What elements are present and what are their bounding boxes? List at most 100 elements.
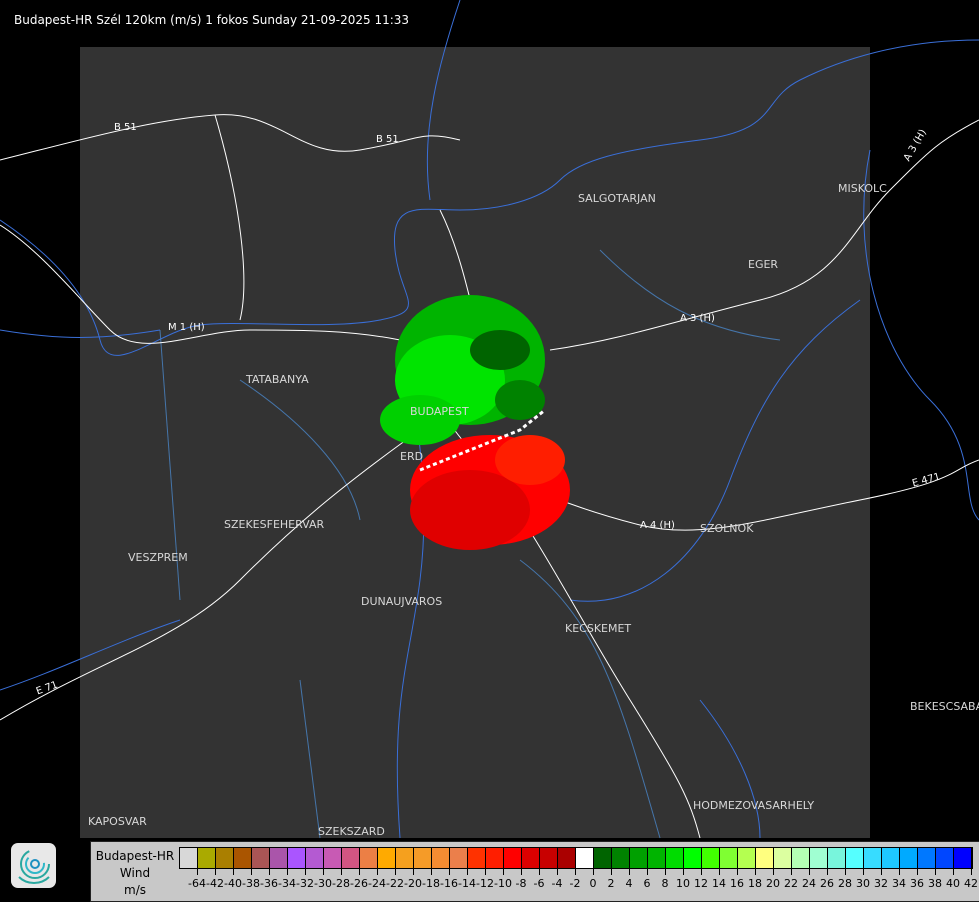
legend-color-cell bbox=[216, 848, 234, 868]
legend-color-cell bbox=[180, 848, 198, 868]
legend-tick-label: -4 bbox=[551, 877, 563, 890]
legend-tick-label: -2 bbox=[569, 877, 581, 890]
legend-color-bar bbox=[179, 847, 973, 869]
legend-tick-label: -18 bbox=[422, 877, 440, 890]
legend-tick-label: -12 bbox=[476, 877, 494, 890]
legend-color-cell bbox=[414, 848, 432, 868]
legend-color-cell bbox=[396, 848, 414, 868]
legend-tick-mark bbox=[305, 869, 306, 875]
city-label: EGER bbox=[748, 258, 779, 271]
city-label: DUNAUJVAROS bbox=[361, 595, 443, 608]
legend-color-cell bbox=[522, 848, 540, 868]
legend-tick-mark bbox=[647, 869, 648, 875]
legend-tick-label: 12 bbox=[694, 877, 708, 890]
legend-tick-label: 18 bbox=[748, 877, 762, 890]
legend-color-cell bbox=[504, 848, 522, 868]
legend-tick-mark bbox=[575, 869, 576, 875]
legend-color-cell bbox=[270, 848, 288, 868]
legend-tick-label: 32 bbox=[874, 877, 888, 890]
legend-tick-mark bbox=[485, 869, 486, 875]
legend-tick-mark bbox=[899, 869, 900, 875]
legend-color-cell bbox=[342, 848, 360, 868]
legend-color-cell bbox=[684, 848, 702, 868]
legend-color-cell bbox=[252, 848, 270, 868]
legend-color-cell bbox=[612, 848, 630, 868]
legend-color-cell bbox=[450, 848, 468, 868]
legend-tick-label: 10 bbox=[676, 877, 690, 890]
legend-color-cell bbox=[666, 848, 684, 868]
city-label: KECSKEMET bbox=[565, 622, 632, 635]
legend-tick-mark bbox=[971, 869, 972, 875]
legend-tick-mark bbox=[917, 869, 918, 875]
legend-tick-mark bbox=[755, 869, 756, 875]
legend-color-cell bbox=[288, 848, 306, 868]
legend-tick-mark bbox=[845, 869, 846, 875]
city-label: TATABANYA bbox=[246, 373, 309, 386]
legend-tick-label: 34 bbox=[892, 877, 906, 890]
legend-tick-mark bbox=[377, 869, 378, 875]
legend-tick-label: -8 bbox=[515, 877, 527, 890]
legend-tick-mark bbox=[359, 869, 360, 875]
radar-echo-approaching bbox=[380, 295, 545, 445]
legend-color-cell bbox=[594, 848, 612, 868]
legend-tick-mark bbox=[881, 869, 882, 875]
legend-tick-mark bbox=[215, 869, 216, 875]
legend-tick-label: 14 bbox=[712, 877, 726, 890]
road-label: B 51 bbox=[376, 134, 399, 145]
legend-color-cell bbox=[864, 848, 882, 868]
legend-tick-mark bbox=[827, 869, 828, 875]
legend-tick-mark bbox=[341, 869, 342, 875]
road-label: A 4 (H) bbox=[640, 520, 675, 531]
legend-tick-mark bbox=[665, 869, 666, 875]
legend-tick-label: 38 bbox=[928, 877, 942, 890]
legend-tick-mark bbox=[719, 869, 720, 875]
legend-color-cell bbox=[648, 848, 666, 868]
legend-tick-mark bbox=[629, 869, 630, 875]
road-label: M 1 (H) bbox=[168, 322, 205, 333]
legend-tick-mark bbox=[467, 869, 468, 875]
legend-tick-label: 24 bbox=[802, 877, 816, 890]
legend-tick-mark bbox=[737, 869, 738, 875]
road-label: A 3 (H) bbox=[680, 313, 715, 324]
legend-tick-mark bbox=[233, 869, 234, 875]
legend-color-cell bbox=[360, 848, 378, 868]
legend-color-cell bbox=[918, 848, 936, 868]
legend-color-cell bbox=[846, 848, 864, 868]
legend-color-cell bbox=[738, 848, 756, 868]
legend-tick-label: 0 bbox=[589, 877, 597, 890]
legend-tick-label: 36 bbox=[910, 877, 924, 890]
legend-tick-label: 42 bbox=[964, 877, 978, 890]
legend-tick-label: 26 bbox=[820, 877, 834, 890]
legend-tick-label: -26 bbox=[350, 877, 368, 890]
legend-station: Budapest-HR bbox=[95, 849, 175, 863]
legend-color-cell bbox=[198, 848, 216, 868]
radar-echo-receding bbox=[410, 435, 570, 550]
legend-color-cell bbox=[792, 848, 810, 868]
legend-tick-label: -40 bbox=[224, 877, 242, 890]
legend-tick-mark bbox=[395, 869, 396, 875]
legend-tick-label: 16 bbox=[730, 877, 744, 890]
legend-tick-label: 2 bbox=[607, 877, 615, 890]
legend-color-cell bbox=[306, 848, 324, 868]
legend-tick-mark bbox=[251, 869, 252, 875]
legend-tick-label: 20 bbox=[766, 877, 780, 890]
city-label: BUDAPEST bbox=[410, 405, 469, 418]
legend-tick-label: 30 bbox=[856, 877, 870, 890]
legend-color-cell bbox=[702, 848, 720, 868]
swirl-logo-icon bbox=[18, 849, 50, 884]
legend-color-cell bbox=[810, 848, 828, 868]
legend-tick-mark bbox=[953, 869, 954, 875]
legend-tick-label: 6 bbox=[643, 877, 651, 890]
legend-color-cell bbox=[756, 848, 774, 868]
legend-tick-mark bbox=[503, 869, 504, 875]
legend-color-cell bbox=[774, 848, 792, 868]
legend-tick-mark bbox=[449, 869, 450, 875]
legend-tick-label: -28 bbox=[332, 877, 350, 890]
legend-color-cell bbox=[558, 848, 576, 868]
city-label: HODMEZOVASARHELY bbox=[693, 799, 815, 812]
legend-tick-label: -32 bbox=[296, 877, 314, 890]
city-label: VESZPREM bbox=[128, 551, 188, 564]
legend-tick-mark bbox=[809, 869, 810, 875]
legend-color-cell bbox=[576, 848, 594, 868]
